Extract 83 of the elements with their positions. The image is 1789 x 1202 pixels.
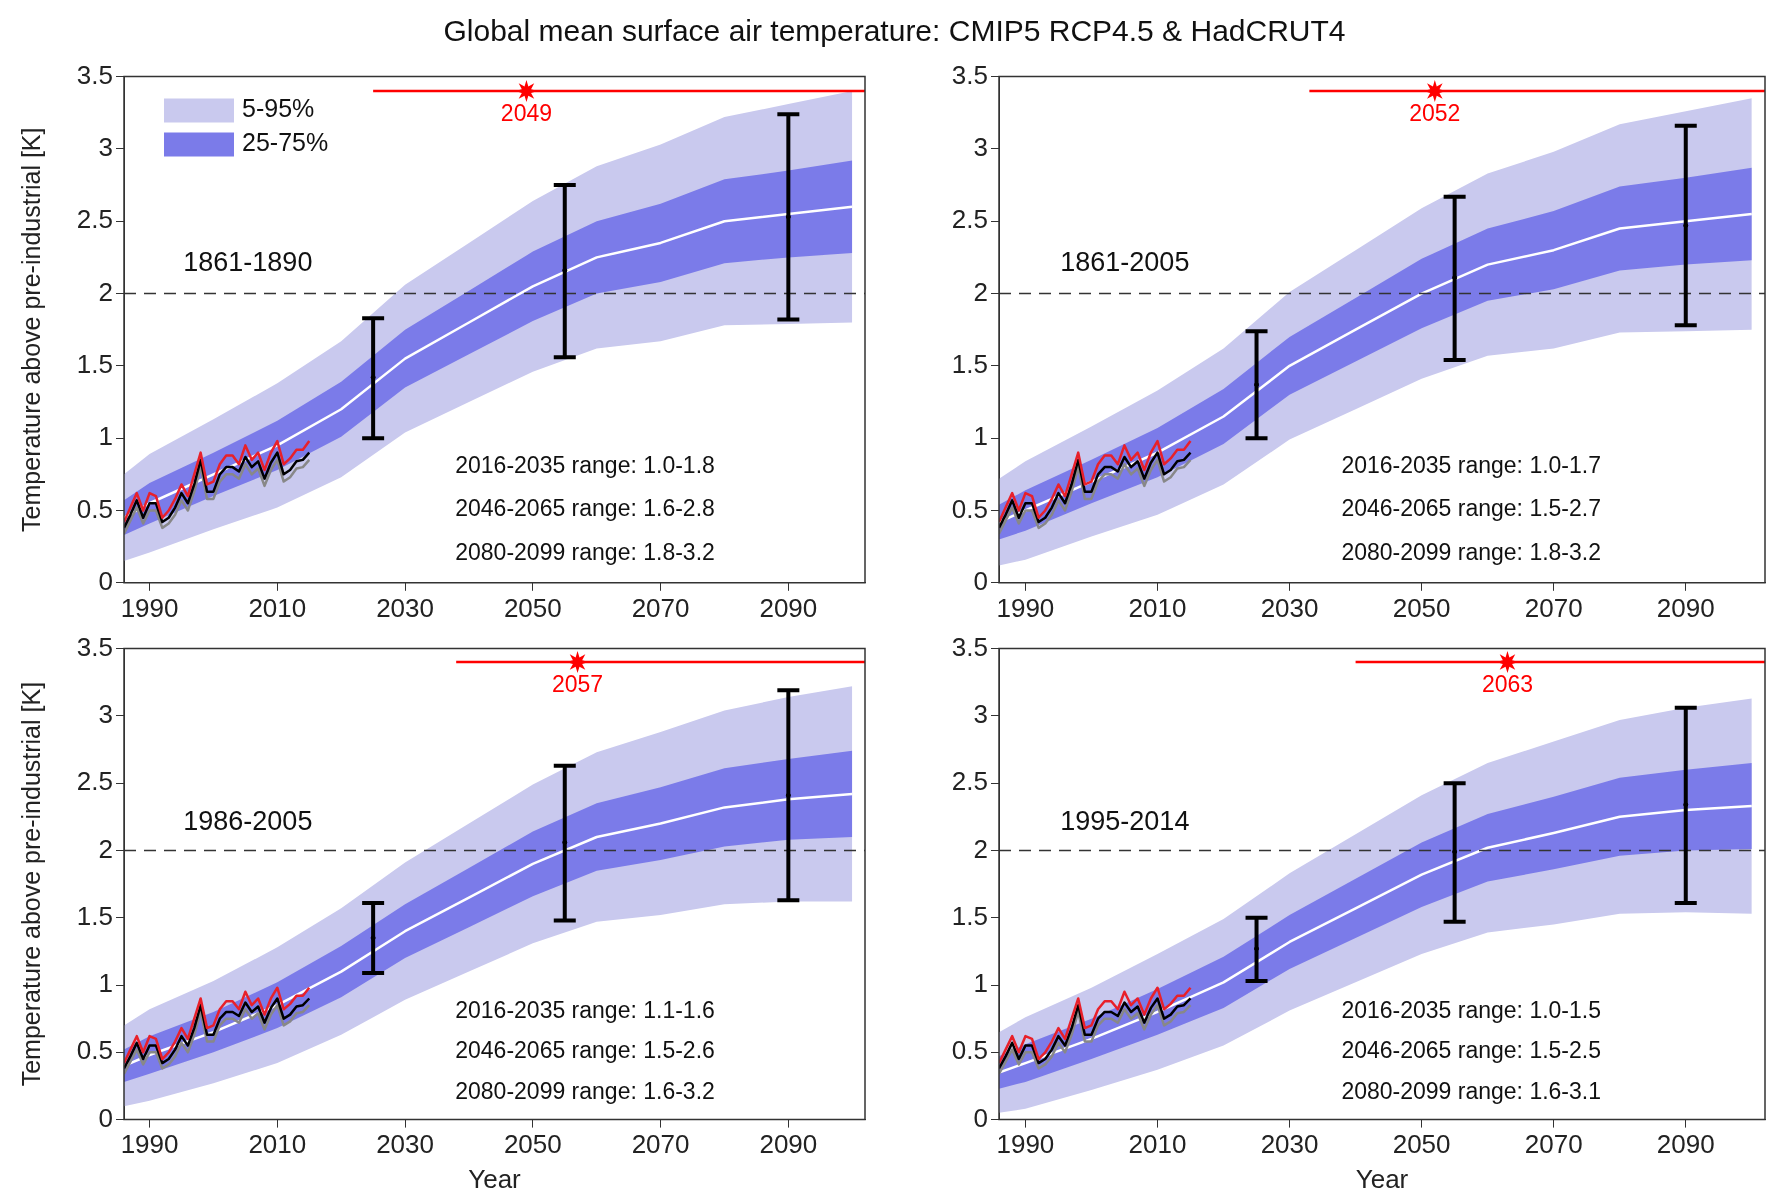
y-tick-label: 0.5 [76,493,113,524]
annotation: 2016-2035 range: 1.0-1.7 [1341,451,1601,478]
legend-label: 5-95% [242,94,315,123]
x-axis-title: Year [1355,1163,1409,1194]
y-tick-label: 3.5 [76,631,113,662]
y-axis-title: Temperature above pre-industrial [K] [16,127,45,532]
annotation: 2080-2099 range: 1.6-3.1 [1341,1077,1601,1104]
y-tick-label: 1 [973,421,988,452]
x-tick-label: 2050 [503,1129,562,1160]
x-tick-label: 2070 [1524,592,1583,623]
x-tick-label: 2030 [376,1129,434,1160]
x-tick-label: 2070 [631,592,690,623]
y-tick-label: 3.5 [951,631,988,662]
x-tick-label: 2010 [1128,1129,1187,1160]
y-tick-label: 2.5 [76,204,113,235]
y-tick-label: 0 [973,565,988,596]
annotation: 2063 [1481,670,1534,697]
y-tick-label: 0 [98,565,113,596]
y-tick-label: 2.5 [76,766,113,797]
x-tick-label: 2010 [248,1129,307,1160]
x-tick-label: 2010 [248,592,307,623]
annotation: 2080-2099 range: 1.8-3.2 [455,538,715,565]
x-tick-label: 2090 [759,1129,818,1160]
y-tick-label: 2 [98,276,113,307]
annotation: 2046-2065 range: 1.5-2.5 [1341,1037,1601,1064]
y-tick-label: 0.5 [951,493,988,524]
y-tick-label: 2 [98,833,113,864]
x-tick-label: 2050 [1392,592,1451,623]
y-tick-label: 2.5 [951,766,988,797]
y-tick-label: 1 [973,968,988,999]
x-tick-label: 1990 [120,1129,179,1160]
y-tick-label: 0 [973,1102,988,1133]
y-tick-label: 1 [98,968,113,999]
x-tick-label: 2090 [759,592,818,623]
x-tick-label: 1990 [120,592,179,623]
x-tick-label: 2090 [1656,592,1715,623]
annotation: 1861-1890 [183,247,313,278]
y-tick-label: 2 [973,833,988,864]
y-tick-label: 3.5 [951,59,988,90]
y-axis-title: Temperature above pre-industrial [K] [16,681,45,1087]
x-tick-label: 2090 [1656,1129,1715,1160]
x-tick-label: 1990 [996,1129,1055,1160]
annotation: 2080-2099 range: 1.6-3.2 [455,1077,715,1104]
x-tick-label: 2070 [631,1129,690,1160]
x-tick-label: 2050 [1392,1129,1451,1160]
annotation: 2016-2035 range: 1.0-1.8 [455,451,715,478]
x-tick-label: 2050 [503,592,562,623]
y-tick-label: 1.5 [951,900,988,931]
y-tick-label: 1.5 [76,900,113,931]
x-axis-title: Year [468,1163,522,1194]
y-tick-label: 3 [98,699,113,730]
annotation: 2057 [551,670,604,697]
y-tick-label: 0.5 [951,1035,988,1066]
x-tick-label: 2010 [1128,592,1187,623]
x-tick-label: 2030 [1260,592,1319,623]
annotation: 2046-2065 range: 1.5-2.6 [455,1037,715,1064]
annotation: 2016-2035 range: 1.0-1.5 [1341,996,1601,1023]
annotation: 2052 [1409,99,1461,126]
annotation: 2016-2035 range: 1.1-1.6 [455,996,715,1023]
y-tick-label: 2.5 [951,204,988,235]
y-tick-label: 2 [973,276,988,307]
y-tick-label: 3 [98,132,113,163]
x-tick-label: 2030 [376,592,434,623]
y-tick-label: 1.5 [76,349,113,380]
y-tick-label: 3 [973,132,988,163]
chart-title: Global mean surface air temperature: CMIP5 RCP4.5 & HadCRUT4 [442,14,1347,48]
x-tick-label: 1990 [996,592,1055,623]
y-tick-label: 0.5 [76,1035,113,1066]
y-tick-label: 3 [973,699,988,730]
y-tick-label: 1 [98,421,113,452]
x-tick-label: 2070 [1524,1129,1583,1160]
annotation: 2046-2065 range: 1.6-2.8 [455,495,715,522]
annotation: 1861-2005 [1060,247,1190,278]
annotation: 2080-2099 range: 1.8-3.2 [1341,538,1601,565]
annotation: 2046-2065 range: 1.5-2.7 [1341,495,1601,522]
x-tick-label: 2030 [1260,1129,1319,1160]
y-tick-label: 0 [98,1102,113,1133]
legend-label: 25-75% [242,128,329,157]
y-tick-label: 3.5 [76,59,113,90]
y-tick-label: 1.5 [951,349,988,380]
annotation: 1986-2005 [183,806,313,837]
annotation: 1995-2014 [1060,806,1190,837]
annotation: 2049 [500,99,553,126]
